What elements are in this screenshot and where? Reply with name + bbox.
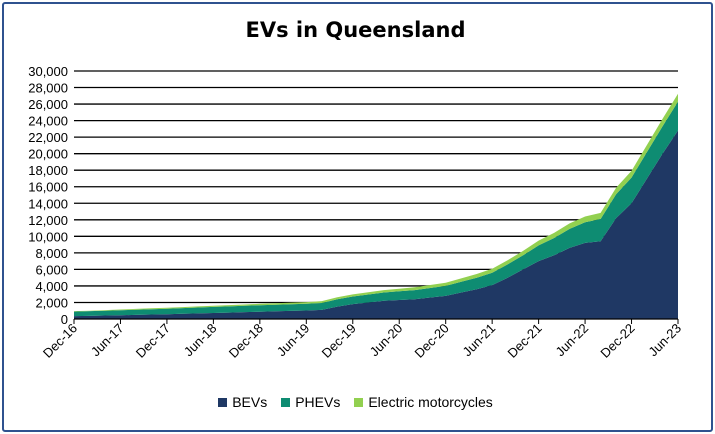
y-tick-label: 14,000 bbox=[28, 196, 68, 211]
x-tick-label: Jun-17 bbox=[88, 321, 127, 360]
y-tick-label: 26,000 bbox=[28, 97, 68, 112]
legend-item-bevs: BEVs bbox=[218, 394, 267, 410]
x-tick-label: Dec-18 bbox=[226, 321, 266, 361]
y-tick-label: 28,000 bbox=[28, 81, 68, 96]
y-tick-label: 12,000 bbox=[28, 213, 68, 228]
y-tick-label: 20,000 bbox=[28, 147, 68, 162]
y-tick-label: 16,000 bbox=[28, 180, 68, 195]
y-tick-label: 10,000 bbox=[28, 229, 68, 244]
y-tick-label: 0 bbox=[61, 312, 68, 327]
legend: BEVs PHEVs Electric motorcycles bbox=[0, 394, 711, 410]
x-tick-label: Jun-18 bbox=[181, 321, 220, 360]
legend-label-phevs: PHEVs bbox=[295, 394, 341, 410]
y-tick-label: 22,000 bbox=[28, 130, 68, 145]
legend-label-electric-motorcycles: Electric motorcycles bbox=[368, 394, 493, 410]
legend-swatch-bevs bbox=[218, 397, 228, 407]
y-tick-label: 30,000 bbox=[28, 64, 68, 79]
legend-swatch-electric-motorcycles bbox=[354, 397, 364, 407]
y-tick-label: 6,000 bbox=[35, 262, 68, 277]
x-tick-label: Jun-21 bbox=[460, 321, 499, 360]
y-tick-label: 2,000 bbox=[35, 295, 68, 310]
legend-swatch-phevs bbox=[281, 397, 291, 407]
x-tick-label: Jun-22 bbox=[552, 321, 591, 360]
x-tick-label: Jun-23 bbox=[645, 321, 684, 360]
y-tick-label: 18,000 bbox=[28, 163, 68, 178]
x-tick-label: Jun-20 bbox=[367, 321, 406, 360]
x-tick-label: Dec-22 bbox=[597, 321, 637, 361]
area-series-1 bbox=[74, 101, 678, 317]
x-tick-label: Jun-19 bbox=[274, 321, 313, 360]
x-tick-label: Dec-17 bbox=[133, 321, 173, 361]
legend-item-phevs: PHEVs bbox=[281, 394, 340, 410]
y-tick-label: 4,000 bbox=[35, 279, 68, 294]
area-series-0 bbox=[74, 130, 678, 319]
y-tick-label: 8,000 bbox=[35, 246, 68, 261]
x-tick-label: Dec-20 bbox=[412, 321, 452, 361]
chart-title: EVs in Queensland bbox=[245, 18, 466, 42]
y-tick-label: 24,000 bbox=[28, 114, 68, 129]
legend-item-electric-motorcycles: Electric motorcycles bbox=[354, 394, 493, 410]
x-tick-label: Dec-21 bbox=[504, 321, 544, 361]
x-tick-label: Dec-19 bbox=[319, 321, 359, 361]
legend-label-bevs: BEVs bbox=[232, 394, 268, 410]
